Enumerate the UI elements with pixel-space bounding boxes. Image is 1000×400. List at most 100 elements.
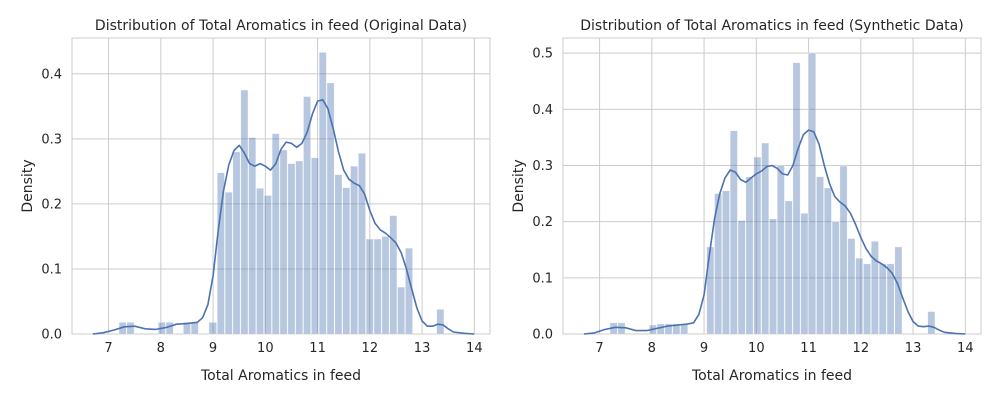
y-tick-label: 0.4 [532,103,553,118]
histogram-bar [847,238,856,335]
y-tick-label: 0.2 [532,215,553,230]
histogram-bar [373,238,382,335]
plot-area [562,37,982,335]
y-tick-labels: 0.0 0.1 0.2 0.3 0.4 [41,67,62,342]
plot-area [71,37,491,335]
histogram-bar [208,321,217,335]
y-tick-label: 0.0 [41,328,62,343]
y-tick-label: 0.1 [41,262,62,277]
x-tick-label: 13 [414,341,431,356]
histogram-bar [358,152,366,335]
histogram-bars [609,52,936,335]
x-tick-label: 10 [748,341,765,356]
histogram-bar [256,187,264,335]
histogram-bar [389,215,398,335]
histogram-bar [737,220,746,335]
x-axis-label: Total Aromatics in feed [200,368,361,384]
x-tick-labels: 7 8 9 10 11 12 13 14 [104,341,482,356]
histogram-bar [397,286,406,335]
histogram-bar [761,142,770,335]
histogram-bar [672,323,681,335]
x-tick-labels: 7 8 9 10 11 12 13 14 [595,341,973,356]
histogram-bar [303,96,312,335]
kde-curve [92,99,475,335]
x-tick-label: 11 [800,341,817,356]
y-tick-label: 0.1 [532,271,553,286]
histogram-bar [870,241,879,335]
x-tick-label: 12 [853,341,870,356]
histogram-bar [722,190,730,335]
histogram-bar [927,311,936,335]
histogram-bar [816,176,824,335]
histogram-bar [182,321,191,335]
histogram-bar [326,82,335,335]
x-tick-label: 12 [362,341,379,356]
x-tick-label: 14 [466,341,483,356]
x-tick-label: 9 [700,341,708,356]
histogram-bar [863,263,871,335]
histogram-bar [350,165,359,335]
histogram-bar [263,195,272,335]
histogram-bar [279,149,288,335]
y-tick-label: 0.4 [41,67,62,82]
histogram-bar [365,238,374,335]
y-axis-label: Density [20,159,36,212]
histogram-bar [342,187,351,335]
histogram-bar [165,321,174,335]
histogram-bar [706,246,715,335]
histogram-bar [784,200,793,335]
histogram-bars [118,52,445,335]
x-tick-label: 13 [905,341,922,356]
histogram-bar [839,165,848,335]
histogram-bar [823,187,832,335]
y-tick-label: 0.0 [532,328,553,343]
y-tick-label: 0.3 [532,159,553,174]
y-axis-label: Density [511,159,527,212]
y-tick-labels: 0.0 0.1 0.2 0.3 0.4 0.5 [532,47,553,343]
histogram-bar [248,137,257,335]
y-tick-label: 0.3 [41,132,62,147]
chart-synthetic-data: 7 8 9 10 11 12 13 14 0.0 0.1 0.2 0.3 0.4 0.5 Distrib… [511,18,982,384]
histogram-bar [318,52,327,335]
histogram-bar [808,52,817,335]
x-tick-label: 9 [209,341,217,356]
histogram-bar [334,174,343,335]
histogram-bar [729,130,738,335]
x-tick-label: 7 [104,341,112,356]
histogram-bar [792,62,801,335]
histogram-bar [295,160,304,335]
x-tick-label: 8 [157,341,165,356]
kde-line [583,129,966,335]
histogram-bar [436,308,445,335]
histogram-bar [769,218,777,335]
histogram-bar [287,163,296,335]
histogram-bar [224,191,233,335]
histogram-bar [800,212,809,335]
histogram-bar [664,323,673,335]
histogram-bar [831,221,840,335]
histogram-bar [271,133,280,335]
histogram-bar [311,157,319,335]
kde-line [92,99,475,335]
chart-title: Distribution of Total Aromatics in feed … [95,18,467,34]
x-tick-label: 14 [957,341,974,356]
histogram-bar [878,263,887,335]
histogram-bar [886,263,895,335]
x-tick-label: 10 [257,341,274,356]
gridlines [563,38,981,335]
histogram-bar [190,321,199,335]
y-tick-label: 0.2 [41,197,62,212]
kde-curve [583,129,966,335]
histogram-bar [855,257,864,335]
histogram-bar [714,193,723,335]
histogram-bar [240,89,249,335]
x-axis-label: Total Aromatics in feed [691,368,852,384]
chart-original-data: 7 8 9 10 11 12 13 14 0.0 0.1 0.2 0.3 0.4 Distributi… [20,18,491,384]
x-tick-label: 8 [648,341,656,356]
histogram-bar [745,176,754,335]
histogram-bar [894,246,903,335]
x-tick-label: 11 [309,341,326,356]
histogram-bar [776,165,785,335]
histogram-bar [232,151,241,335]
